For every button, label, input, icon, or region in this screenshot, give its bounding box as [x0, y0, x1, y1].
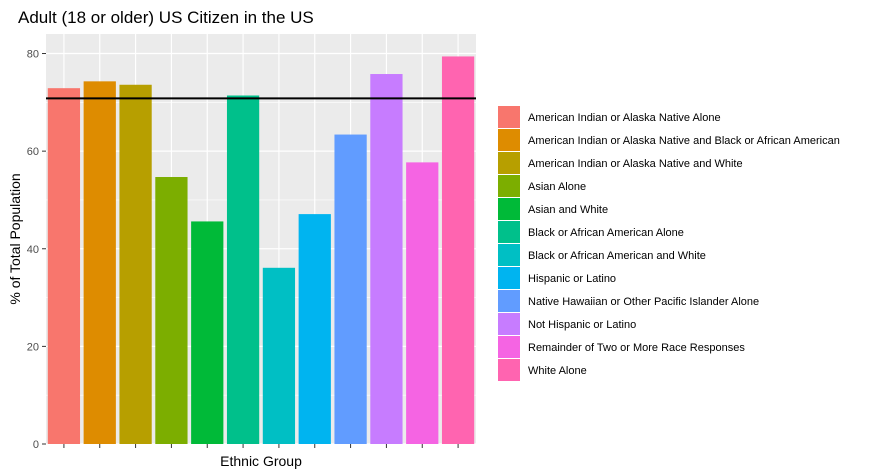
- legend-key: [498, 359, 520, 381]
- legend-key: [498, 129, 520, 151]
- bar: [298, 214, 331, 444]
- y-axis-title: % of Total Population: [7, 173, 23, 304]
- legend-label: Native Hawaiian or Other Pacific Islande…: [528, 296, 759, 308]
- legend-label: Remainder of Two or More Race Responses: [528, 342, 745, 354]
- legend-label: Hispanic or Latino: [528, 273, 616, 285]
- legend-key: [498, 106, 520, 128]
- legend-key: [498, 313, 520, 335]
- chart-title: Adult (18 or older) US Citizen in the US: [18, 8, 314, 27]
- x-axis: [63, 444, 459, 448]
- legend: American Indian or Alaska Native Alone Am…: [498, 106, 840, 381]
- bar: [155, 177, 188, 444]
- legend-label: Asian Alone: [528, 181, 586, 193]
- legend-label: American Indian or Alaska Native and Bla…: [528, 135, 840, 147]
- legend-label: Not Hispanic or Latino: [528, 319, 636, 331]
- legend-key: [498, 175, 520, 197]
- y-tick-label: 20: [27, 341, 39, 353]
- y-tick-label: 80: [27, 49, 39, 61]
- legend-label: American Indian or Alaska Native and Whi…: [528, 158, 743, 170]
- y-axis: 0 20 40 60 80: [27, 49, 46, 451]
- bar: [334, 134, 367, 445]
- bar: [370, 74, 403, 445]
- minor-gridlines: [46, 102, 476, 396]
- bar: [262, 267, 296, 444]
- legend-label: White Alone: [528, 365, 587, 377]
- y-tick-label: 0: [33, 439, 39, 451]
- bar: [119, 84, 152, 444]
- y-tick-label: 60: [27, 146, 39, 158]
- legend-key: [498, 290, 520, 312]
- legend-label: Black or African American and White: [528, 250, 706, 262]
- bar: [83, 81, 116, 444]
- bars: [47, 56, 475, 445]
- legend-key: [498, 152, 520, 174]
- legend-key: [498, 221, 520, 243]
- bar: [441, 56, 475, 444]
- x-axis-title: Ethnic Group: [220, 453, 302, 469]
- bar: [47, 88, 81, 444]
- legend-key: [498, 336, 520, 358]
- bar: [226, 95, 260, 444]
- legend-key: [498, 267, 520, 289]
- bar: [191, 221, 224, 444]
- legend-label: Asian and White: [528, 204, 608, 216]
- legend-label: American Indian or Alaska Native Alone: [528, 112, 721, 124]
- y-tick-label: 40: [27, 244, 39, 256]
- bar: [406, 162, 439, 444]
- legend-label: Black or African American Alone: [528, 227, 684, 239]
- legend-key: [498, 244, 520, 266]
- legend-key: [498, 198, 520, 220]
